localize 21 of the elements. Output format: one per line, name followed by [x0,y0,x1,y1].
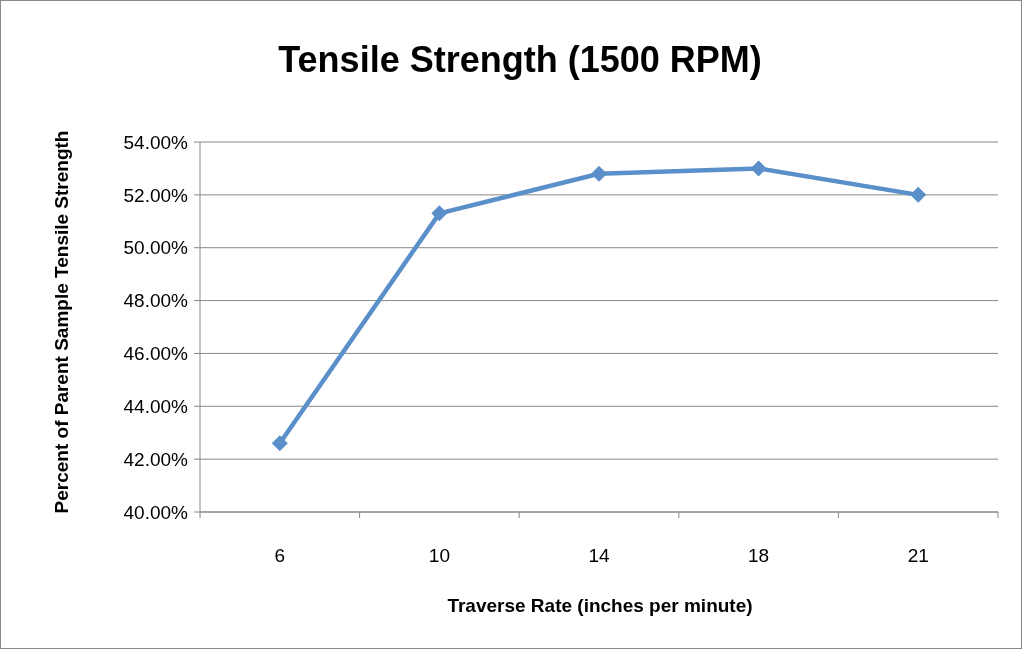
x-tick-label: 6 [274,545,286,566]
chart-title: Tensile Strength (1500 RPM) [278,39,762,80]
x-tick-label: 18 [748,545,770,566]
y-tick-label: 40.00% [123,501,189,523]
point [431,205,448,222]
y-tick-label: 46.00% [123,343,189,365]
point [271,435,288,452]
x-axis-title: Traverse Rate (inches per minute) [447,595,753,616]
y-tick-label: 44.00% [123,395,189,417]
y-tick-label: 48.00% [123,290,189,312]
y-tick-label: 52.00% [123,184,189,206]
y-axis-title: Percent of Parent Sample Tensile Strength [51,130,72,514]
point [910,186,927,203]
y-tick-label: 54.00% [123,131,189,153]
x-tick-label: 14 [588,545,610,566]
point [750,160,767,177]
x-tick-label: 21 [907,545,929,566]
x-tick-label: 10 [428,545,450,566]
y-tick-label: 42.00% [123,448,189,470]
y-tick-label: 50.00% [123,237,189,259]
point [591,165,607,182]
